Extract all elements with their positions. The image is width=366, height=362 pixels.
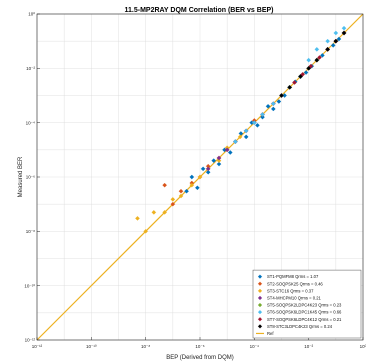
legend-marker (257, 295, 263, 301)
y-tick-label: 10⁻⁴ (26, 120, 35, 125)
data-point (341, 25, 347, 31)
series (279, 30, 347, 98)
x-tick-label: 10⁻⁶ (195, 344, 204, 349)
x-tick-label: 10⁻⁸ (141, 344, 150, 349)
legend-entry-label: ST7-SOQPSK6LDPC4K12 Qrms = 0.21 (267, 317, 342, 322)
series-group (135, 25, 347, 234)
data-point (178, 193, 184, 199)
data-point (298, 74, 303, 79)
data-point (317, 55, 322, 60)
data-point (189, 174, 195, 180)
data-point (195, 185, 200, 191)
data-point (135, 216, 140, 221)
data-point (233, 139, 238, 144)
legend-marker (257, 317, 263, 322)
data-point (292, 80, 297, 85)
chart-title: 11.5-MP2RAY DQM Correlation (BER vs BEP) (125, 7, 274, 14)
data-point (314, 57, 320, 63)
y-tick-label: 10⁻² (26, 66, 35, 71)
x-tick-label: 10⁻¹⁰ (86, 344, 97, 349)
data-point (287, 85, 292, 90)
data-point (271, 101, 276, 106)
data-point (216, 161, 222, 167)
data-point (282, 93, 287, 98)
legend-marker (257, 310, 263, 315)
legend-entry-label: Ref (267, 331, 274, 336)
y-tick-label: 10⁻⁸ (26, 229, 35, 234)
data-point (162, 210, 167, 215)
x-tick-label: 10⁻⁴ (250, 344, 259, 349)
x-tick-label: 10⁻¹² (32, 344, 43, 349)
legend-marker (257, 281, 263, 286)
data-point (178, 188, 184, 194)
data-point (200, 166, 206, 172)
y-tick-label: 10⁻¹² (25, 338, 36, 343)
legend-entry-label: ST3-STC16 Qrms = 0.37 (267, 288, 314, 293)
data-point (255, 122, 260, 128)
data-point (271, 106, 276, 112)
data-point (216, 158, 222, 163)
legend-entry-label: ST6-SOQPSK6LDPC1K45 Qrms = 0.66 (267, 310, 342, 315)
data-point (211, 158, 217, 163)
data-point (243, 128, 249, 134)
data-point (306, 57, 311, 63)
legend-marker (257, 274, 263, 279)
y-tick-label: 10⁻⁶ (26, 175, 35, 180)
data-point (184, 188, 189, 194)
tick-labels: 10⁻¹² 10⁻¹⁰ 10⁻⁸ 10⁻⁶ 10⁻⁴ 10⁻² 10⁰ 10⁰ 10⁻² 10⁻⁴… (24, 12, 366, 349)
data-point (333, 38, 339, 44)
x-tick-label: 10⁻² (304, 344, 313, 349)
data-point (216, 155, 222, 161)
data-point (320, 53, 325, 58)
data-point (341, 30, 347, 36)
data-point (205, 166, 211, 172)
legend-entry-label: ST1-PQMFM8 Qrms = 1.07 (267, 274, 319, 279)
x-tick-label: 10⁰ (360, 344, 366, 349)
legend: ST1-PQMFM8 Qrms = 1.07 ST2-SOQPSK25 Qrms … (252, 269, 362, 339)
data-point (325, 47, 330, 52)
y-tick-label: 10⁰ (28, 12, 35, 17)
data-point (205, 169, 211, 175)
data-point (306, 66, 311, 71)
data-point (227, 150, 233, 155)
data-point (224, 147, 230, 153)
data-point (336, 36, 342, 42)
legend-marker (257, 288, 263, 293)
legend-entry-label: ST8-STC3LDPC4K23 Qrms = 0.24 (267, 324, 333, 329)
legend-entry-label: ST4-MHCPM10 Qrms = 0.21 (267, 295, 322, 300)
legend-box (252, 269, 362, 339)
data-point (260, 112, 265, 117)
y-axis-label: Measured BER (18, 156, 24, 197)
data-point (197, 174, 203, 180)
data-point (260, 114, 265, 120)
data-point (243, 134, 249, 140)
data-point (143, 229, 148, 234)
data-point (330, 43, 336, 48)
data-point (189, 182, 195, 188)
data-point (170, 197, 176, 202)
data-point (151, 210, 157, 215)
data-point (252, 120, 257, 125)
y-tick-label: 10⁻¹⁰ (24, 283, 35, 288)
legend-marker (257, 302, 263, 308)
x-axis-label: BEP (Derived from DQM) (166, 355, 234, 361)
data-point (237, 134, 243, 140)
data-point (265, 103, 271, 109)
legend-entry-label: ST2-SOQPSK25 Qrms = 0.46 (267, 281, 323, 286)
data-point (170, 201, 176, 207)
data-point (333, 30, 339, 36)
data-point (162, 182, 167, 188)
data-point (314, 47, 320, 52)
data-point (303, 70, 309, 75)
legend-marker (257, 324, 263, 329)
data-point (279, 93, 284, 98)
legend-entry-label: ST5-SOQPSK2LDPC4K23 Qrms = 0.23 (267, 303, 342, 308)
data-point (276, 99, 282, 104)
data-point (325, 38, 330, 44)
